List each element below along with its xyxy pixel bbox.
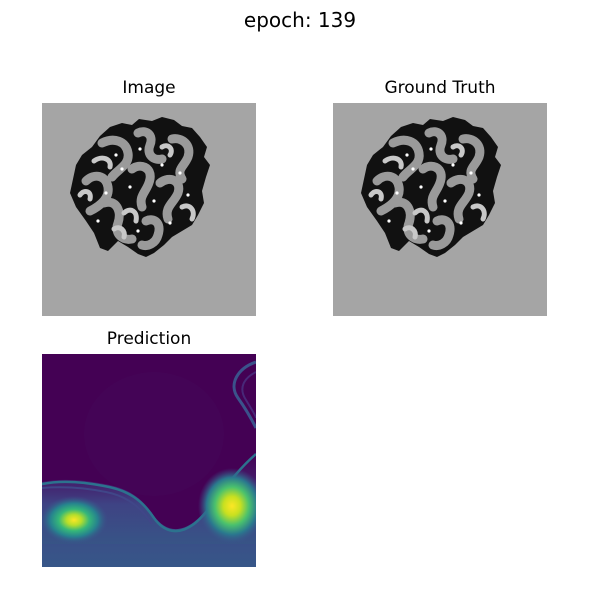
figure-title: epoch: 139 — [243, 8, 357, 32]
panel-title-ground-truth: Ground Truth — [384, 78, 496, 98]
ground-truth-panel — [333, 103, 547, 316]
prediction-heatmap — [42, 354, 256, 567]
prediction-panel — [42, 354, 256, 567]
panel-title-image: Image — [122, 78, 176, 98]
brain-image — [42, 103, 256, 316]
ground-truth-image — [333, 103, 547, 316]
panel-title-prediction: Prediction — [106, 329, 192, 349]
image-panel — [42, 103, 256, 316]
